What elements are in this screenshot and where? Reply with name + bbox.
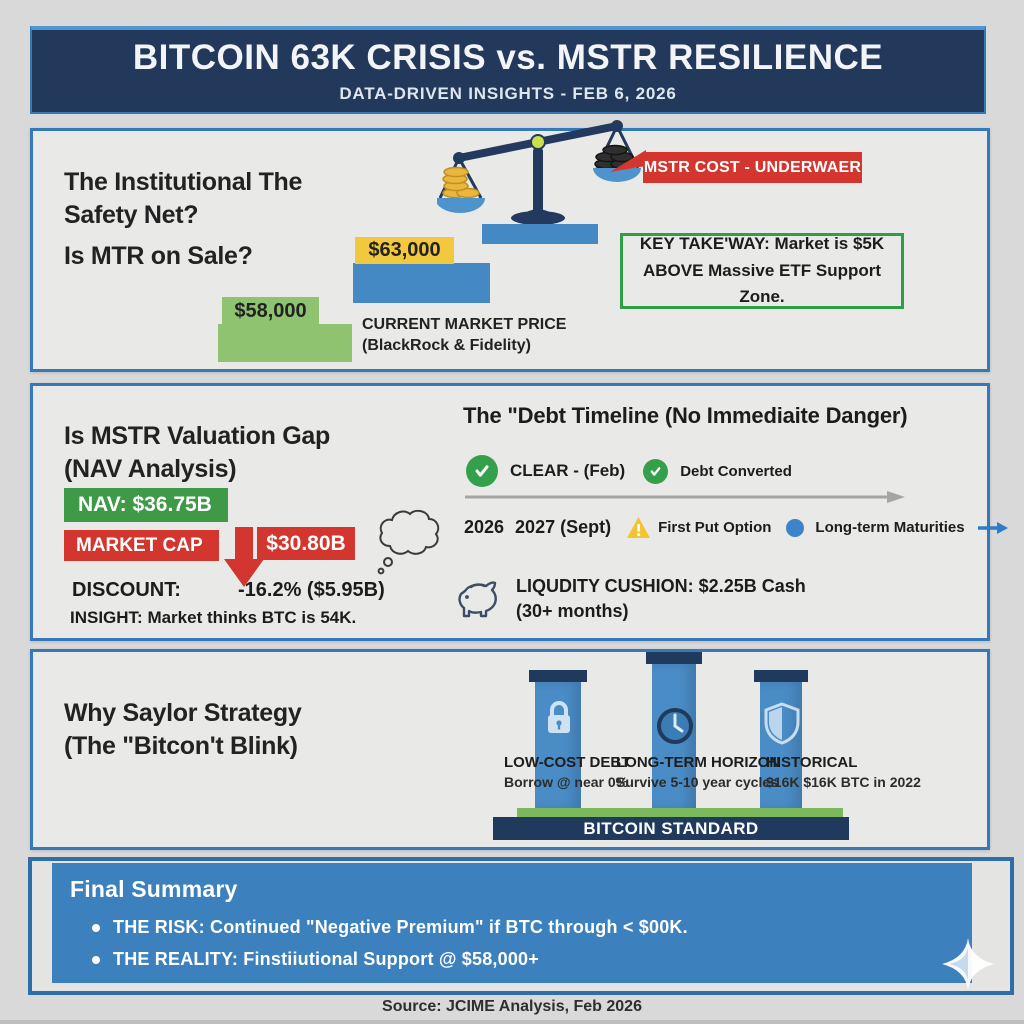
discount-value: -16.2% ($5.95B) [238,579,385,601]
mstr-cost-callout: MSTR COST - UNDERWAER [643,152,862,183]
pillar3-cap [754,670,808,682]
pillar-platform [517,808,843,817]
piggy-bank-icon [458,581,497,618]
debt-timeline-heading: The "Debt Timeline (No Immediaite Danger… [463,403,908,428]
right-arrow-icon [977,521,1008,534]
pillar2-cap [646,652,702,664]
thought-bubble-icon [377,509,440,575]
debt-converted-label: Debt Converted [680,462,792,480]
market-cap-box: MARKET CAP [64,530,219,561]
timeline-status-row: CLEAR - (Feb) Debt Converted [466,455,792,487]
timeline-years-row: 2026 2027 (Sept) First Put Option Long-t… [464,516,1008,539]
summary-bullet-reality: THE REALITY: Finstiiutional Support @ $5… [92,949,972,970]
check-circle-icon [643,458,669,484]
market-bar-63000 [353,263,490,303]
pillar1-cap [529,670,587,682]
check-circle-icon [466,455,498,487]
warning-triangle-icon [627,517,651,538]
page-title: BITCOIN 63K CRISIS vs. MSTR RESILIENCE [132,38,884,77]
long-term-maturities-label: Long-term Maturities [815,519,965,536]
pillar3-label: HISTORICAL $16K $16K BTC in 2022 [766,754,921,790]
market-bar-63000-label: $63,000 [355,237,454,264]
bullet-dot [92,955,100,964]
saylor-strategy-heading: Why Saylor Strategy (The "Bitcon't Blink… [64,699,302,760]
market-cap-value-box: $30.80B [257,527,355,560]
clear-label: CLEAR - (Feb) [510,461,626,480]
liquidity-line2: (30+ months) [516,601,629,621]
first-put-option-label: First Put Option [658,519,772,536]
pillar2-label: LONG-TERM HORIZON Survive 5-10 year cycl… [616,754,781,790]
year-2027: 2027 (Sept) [515,517,612,537]
year-2026: 2026 [464,517,505,537]
bitcoin-standard-base: BITCOIN STANDARD [493,817,849,840]
shield-icon [764,702,800,745]
sparkle-icon [942,938,994,990]
liquidity-row: LIQUDITY CUSHION: $2.25B Cash (30+ month… [456,576,806,622]
support-bar-58000-label: $58,000 [222,297,319,325]
source-attribution: Source: JCIME Analysis, Feb 2026 [382,998,642,1015]
clock-icon [657,708,693,744]
discount-label: DISCOUNT: [72,579,181,601]
section1-subheading: Is MTR on Sale? [64,242,253,270]
callout-pointer [610,150,646,172]
summary-bullet-risk: THE RISK: Continued "Negative Premium" i… [92,917,972,938]
pillar1-label: LOW-COST DEBT Borrow @ near 0% [504,754,631,790]
liquidity-line1: LIQUDITY CUSHION: $2.25B Cash [516,576,806,596]
down-arrow-icon [224,527,264,587]
bullet-dot [92,923,100,932]
nav-value-box: NAV: $36.75B [64,488,228,522]
market-price-caption: CURRENT MARKET PRICE (BlackRock & Fideli… [362,316,567,354]
header-banner: BITCOIN 63K CRISIS vs. MSTR RESILIENCE D… [30,26,986,114]
summary-panel: Final Summary THE RISK: Continued "Negat… [52,863,972,983]
section1-heading: The Institutional The Safety Net? [64,168,303,229]
page-subtitle: DATA-DRIVEN INSIGHTS - FEB 6, 2026 [339,84,677,103]
timeline-axis-arrow [465,491,905,503]
nav-analysis-heading: Is MSTR Valuation Gap (NAV Analysis) [64,422,330,483]
maturity-dot-icon [786,518,805,537]
key-takeaway-box: KEY TAKE'WAY: Market is $5K ABOVE Massiv… [620,233,904,309]
balance-scale-icon [437,120,641,225]
bottom-edge [0,1020,1024,1024]
lock-icon [548,701,570,733]
support-bar-58000 [218,324,352,362]
scale-pedestal [482,224,598,244]
summary-title: Final Summary [70,876,238,902]
insight-text: INSIGHT: Market thinks BTC is 54K. [70,608,357,627]
